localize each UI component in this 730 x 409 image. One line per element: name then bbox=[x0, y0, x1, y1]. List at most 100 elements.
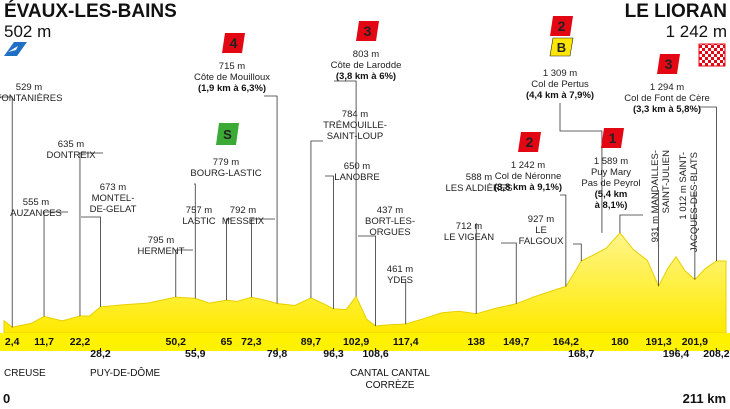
climb-badge-shape bbox=[657, 54, 680, 74]
waypoint-line: 927 m bbox=[528, 214, 554, 225]
department-line: PUY-DE-DÔME bbox=[90, 366, 161, 379]
waypoint-line: SAINT-LOUP bbox=[327, 131, 384, 142]
waypoint-line: 712 m bbox=[456, 221, 482, 232]
waypoint-line: MESSEIX bbox=[222, 216, 265, 227]
km-tick-label: 108,6 bbox=[362, 348, 388, 360]
climb-category-label: 2 bbox=[526, 134, 534, 150]
waypoint-guide bbox=[175, 249, 193, 298]
waypoint-line: LE bbox=[535, 225, 547, 236]
waypoint-line: (3,8 km à 6%) bbox=[336, 71, 396, 82]
waypoint-label: 437 m BORT-LES-ORGUES bbox=[365, 205, 415, 238]
waypoint-line: 461 m bbox=[387, 264, 413, 275]
waypoint-line: (1,9 km à 6,3%) bbox=[198, 83, 266, 94]
waypoint-guide bbox=[81, 216, 101, 307]
km-tick-label: 55,9 bbox=[185, 348, 206, 360]
waypoint-line: 715 m bbox=[219, 61, 245, 72]
start-town: ÉVAUX-LES-BAINS bbox=[4, 0, 177, 22]
waypoint-line: Col de Font de Cère bbox=[624, 93, 710, 104]
waypoint-line: LE VIGEAN bbox=[444, 232, 494, 243]
waypoint-line: 1 012 m SAINT- bbox=[678, 152, 689, 220]
waypoint-line: DE-GELAT bbox=[90, 204, 137, 215]
waypoint-guide bbox=[699, 106, 717, 261]
waypoint-line: DONTREIX bbox=[46, 150, 96, 161]
waypoint-label: 635 m DONTREIX bbox=[46, 139, 96, 161]
waypoint-guide-lines bbox=[0, 80, 717, 328]
waypoint-guide bbox=[250, 218, 275, 298]
waypoint-line: ORGUES bbox=[369, 227, 410, 238]
climb-badge-shape bbox=[601, 128, 624, 148]
waypoint-label: 1 242 m Col de Néronne (3,8 km à 9,1%) bbox=[494, 160, 562, 193]
waypoint-line: 792 m bbox=[230, 205, 256, 216]
bonus-label: B bbox=[557, 40, 566, 55]
km-tick-label: 208,2 bbox=[703, 348, 729, 360]
department-line: CANTAL CANTAL bbox=[350, 368, 430, 379]
waypoint-line: 650 m bbox=[344, 161, 370, 172]
km-tick-label: 28,2 bbox=[90, 348, 111, 360]
waypoint-line: TRÉMOUILLE- bbox=[323, 120, 387, 131]
km-tick-label: 72,3 bbox=[241, 336, 262, 348]
waypoint-guide bbox=[559, 103, 603, 233]
start-altitude: 502 m bbox=[4, 22, 51, 41]
climb-category-label: 2 bbox=[558, 18, 566, 34]
waypoint-line: 757 m bbox=[186, 205, 212, 216]
waypoint-line: LANOBRE bbox=[334, 172, 379, 183]
waypoint-label: 792 m MESSEIX bbox=[222, 205, 265, 227]
km-tick-label: 164,2 bbox=[553, 336, 579, 348]
climb-badge-shape bbox=[222, 33, 245, 53]
waypoint-line: 673 m bbox=[100, 182, 126, 193]
bonus-badge-shape bbox=[549, 37, 574, 57]
waypoint-line: BOURG-LASTIC bbox=[190, 168, 261, 179]
waypoint-line: Puy Mary bbox=[591, 167, 631, 178]
km-tick-label: 180 bbox=[611, 336, 629, 348]
km-tick-label: 102,9 bbox=[343, 336, 369, 348]
department-label: PUY-DE-DÔME bbox=[90, 366, 161, 379]
waypoint-line: SAINT-JULIEN bbox=[661, 150, 672, 213]
climb-badges: S 4 3 2 1 2 B 3 bbox=[216, 16, 680, 152]
waypoint-line: Pas de Peyrol bbox=[581, 178, 640, 189]
waypoint-line: LES ALDIÈRES bbox=[445, 183, 512, 194]
waypoint-label: 715 m Côte de Mouilloux (1,9 km à 6,3%) bbox=[194, 61, 270, 94]
waypoint-guide bbox=[573, 243, 582, 261]
waypoint-label: 529 m FONTANIÈRES bbox=[0, 82, 62, 104]
waypoint-guide bbox=[619, 214, 643, 233]
km-tick-label: 22,2 bbox=[70, 336, 91, 348]
waypoint-line: Col de Néronne bbox=[495, 171, 562, 182]
climb-category-badge: 1 bbox=[601, 128, 624, 148]
km-start-label: 0 bbox=[3, 391, 10, 406]
department-label: CREUSE bbox=[4, 368, 46, 379]
climb-badge-shape bbox=[518, 132, 541, 152]
waypoint-label: 555 m AUZANCES bbox=[10, 197, 62, 219]
elevation-profile-area bbox=[3, 232, 727, 334]
waypoint-label: 461 m YDES bbox=[387, 264, 413, 286]
waypoint-line: (5,4 km bbox=[595, 189, 628, 200]
waypoint-line: 784 m bbox=[342, 109, 368, 120]
waypoint-line: FONTANIÈRES bbox=[0, 93, 62, 104]
waypoint-guide bbox=[226, 218, 231, 301]
department-labels: CREUSE PUY-DE-DÔME CANTAL CANTAL CORRÈZE bbox=[4, 366, 430, 391]
waypoint-line: 635 m bbox=[58, 139, 84, 150]
waypoint-guide bbox=[264, 95, 278, 304]
waypoint-label: 673 m MONTEL-DE-GELAT bbox=[90, 182, 137, 215]
waypoint-guide bbox=[310, 140, 323, 298]
waypoint-label: 931 m MANDAILLES-SAINT-JULIEN bbox=[650, 150, 672, 243]
waypoint-guide bbox=[358, 235, 377, 326]
waypoint-guide bbox=[43, 211, 68, 317]
waypoint-line: 779 m bbox=[213, 157, 239, 168]
waypoint-line: Côte de Larodde bbox=[331, 60, 402, 71]
waypoint-line: 931 m MANDAILLES- bbox=[650, 150, 661, 242]
km-tick-label: 96,3 bbox=[323, 348, 344, 360]
waypoint-line: (3,8 km à 9,1%) bbox=[494, 182, 562, 193]
waypoint-line: BORT-LES- bbox=[365, 216, 415, 227]
waypoint-label: 712 m LE VIGEAN bbox=[444, 221, 494, 243]
waypoint-label: 757 m LASTIC bbox=[182, 205, 215, 227]
waypoint-line: 795 m bbox=[148, 235, 174, 246]
waypoints: 529 m FONTANIÈRES 555 m AUZANCES 635 m DONTRE… bbox=[0, 49, 710, 286]
climb-category-badge: 3 bbox=[657, 54, 680, 74]
climb-category-badge: 2 bbox=[518, 132, 541, 152]
waypoint-label: 795 m HERMENT bbox=[138, 235, 185, 257]
waypoint-guide bbox=[334, 80, 357, 297]
department-line: CREUSE bbox=[4, 368, 46, 379]
km-tick-label: 201,9 bbox=[682, 336, 708, 348]
waypoint-line: 1 242 m bbox=[511, 160, 545, 171]
